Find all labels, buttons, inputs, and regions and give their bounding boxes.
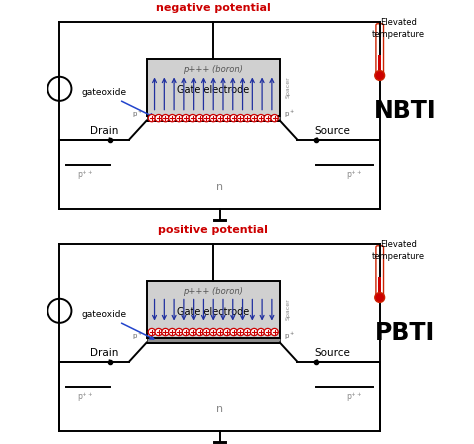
Circle shape — [257, 329, 264, 336]
Bar — [146, 338, 280, 342]
Text: p$^+$: p$^+$ — [132, 109, 143, 120]
Text: Elevated
temperature: Elevated temperature — [372, 241, 425, 261]
FancyBboxPatch shape — [376, 24, 383, 78]
Circle shape — [169, 115, 176, 122]
Text: positive potential: positive potential — [158, 225, 268, 235]
Circle shape — [250, 329, 258, 336]
Text: p$^{++}$: p$^{++}$ — [346, 169, 363, 182]
Circle shape — [47, 77, 72, 101]
Circle shape — [210, 329, 217, 336]
Circle shape — [257, 115, 264, 122]
Circle shape — [196, 329, 203, 336]
Bar — [146, 116, 280, 120]
Circle shape — [230, 329, 237, 336]
Text: Source: Source — [314, 349, 350, 358]
Text: PBTI: PBTI — [375, 321, 435, 345]
Circle shape — [189, 115, 196, 122]
Circle shape — [189, 329, 196, 336]
Circle shape — [175, 329, 183, 336]
Circle shape — [237, 329, 244, 336]
Text: Drain: Drain — [90, 127, 118, 136]
Circle shape — [203, 115, 210, 122]
Circle shape — [148, 329, 155, 336]
Text: p$^{++}$: p$^{++}$ — [77, 391, 93, 404]
Text: p$^{++}$: p$^{++}$ — [77, 169, 93, 182]
Circle shape — [169, 329, 176, 336]
Circle shape — [217, 115, 224, 122]
Circle shape — [217, 329, 224, 336]
Text: gateoxide: gateoxide — [82, 310, 154, 339]
Circle shape — [155, 115, 162, 122]
Text: p$^+$: p$^+$ — [284, 109, 295, 120]
FancyBboxPatch shape — [376, 246, 383, 300]
Circle shape — [162, 329, 169, 336]
Circle shape — [375, 293, 384, 302]
Circle shape — [244, 329, 251, 336]
Text: negative potential: negative potential — [156, 3, 271, 13]
Text: n: n — [216, 182, 223, 192]
Circle shape — [148, 115, 155, 122]
Text: Gate electrode: Gate electrode — [177, 85, 249, 95]
Circle shape — [244, 115, 251, 122]
Circle shape — [223, 115, 230, 122]
Text: NBTI: NBTI — [374, 99, 437, 123]
Circle shape — [182, 329, 190, 336]
Circle shape — [182, 115, 190, 122]
Circle shape — [250, 115, 258, 122]
Circle shape — [223, 329, 230, 336]
Bar — [146, 59, 280, 116]
Circle shape — [271, 329, 278, 336]
Text: Gate electrode: Gate electrode — [177, 307, 249, 317]
Text: p$^+$: p$^+$ — [132, 331, 143, 342]
Circle shape — [155, 329, 162, 336]
Text: gateoxide: gateoxide — [82, 88, 154, 117]
Circle shape — [271, 115, 278, 122]
Text: Drain: Drain — [90, 349, 118, 358]
Circle shape — [203, 329, 210, 336]
Circle shape — [162, 115, 169, 122]
Bar — [378, 55, 381, 75]
Circle shape — [196, 115, 203, 122]
Text: Source: Source — [314, 127, 350, 136]
Text: p$^+$: p$^+$ — [284, 331, 295, 342]
Circle shape — [230, 115, 237, 122]
Bar — [146, 281, 280, 338]
Text: p$^{++}$: p$^{++}$ — [346, 391, 363, 404]
Circle shape — [175, 115, 183, 122]
Text: Spacer: Spacer — [285, 298, 291, 320]
Text: Spacer: Spacer — [285, 76, 291, 98]
Text: n: n — [216, 404, 223, 414]
Text: p+++ (boron): p+++ (boron) — [183, 287, 243, 296]
Circle shape — [210, 115, 217, 122]
Text: p+++ (boron): p+++ (boron) — [183, 65, 243, 74]
Text: Elevated
temperature: Elevated temperature — [372, 19, 425, 39]
Circle shape — [264, 329, 272, 336]
Circle shape — [47, 299, 72, 323]
Circle shape — [237, 115, 244, 122]
Bar — [378, 277, 381, 297]
Circle shape — [375, 71, 384, 80]
Circle shape — [264, 115, 272, 122]
